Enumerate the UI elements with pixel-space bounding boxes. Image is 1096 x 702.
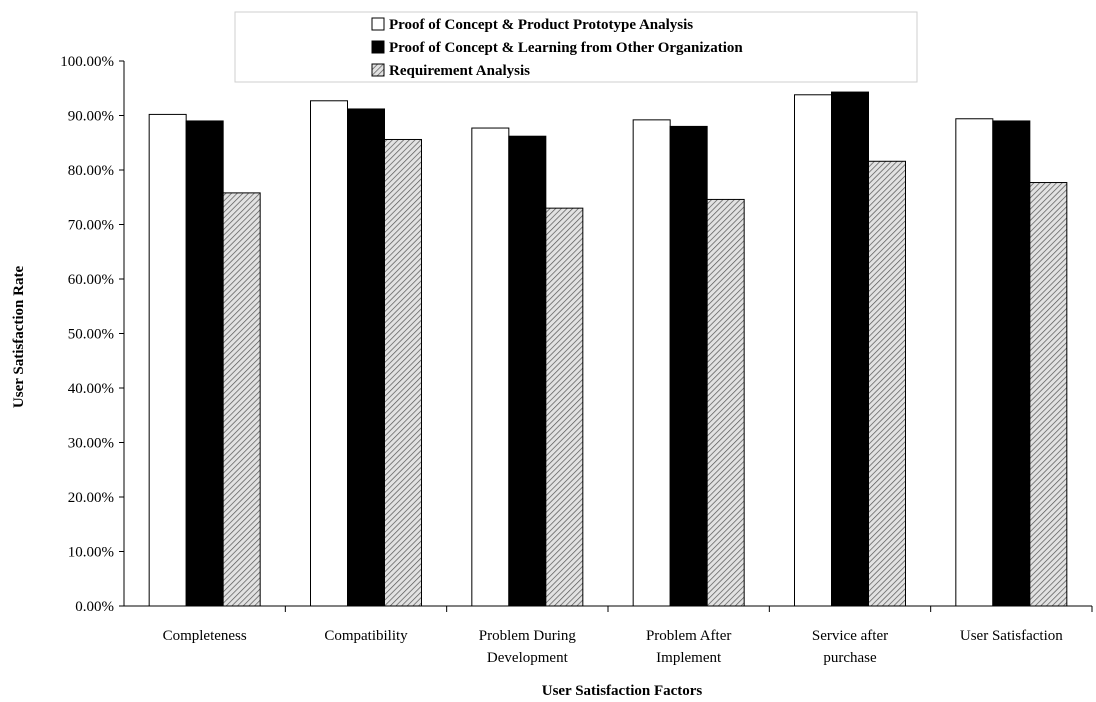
bar-series-2-cat-4 xyxy=(868,160,906,607)
bar-series-2-cat-2 xyxy=(545,207,584,607)
bar-series-1-cat-4 xyxy=(831,91,869,607)
legend-item-2: Requirement Analysis xyxy=(371,63,530,79)
legend-label-0: Proof of Concept & Product Prototype Ana… xyxy=(389,17,693,33)
y-tick-label: 100.00% xyxy=(60,54,114,70)
bar-series-1-cat-1 xyxy=(347,108,385,607)
legend-box xyxy=(234,11,918,83)
x-tick-label: Service after xyxy=(812,628,888,644)
bar-series-2-cat-0 xyxy=(222,192,261,607)
x-axis-title: User Satisfaction Factors xyxy=(542,683,703,699)
bar-series-1-cat-3 xyxy=(669,125,708,607)
legend-swatch-2 xyxy=(371,63,385,77)
bar-series-1-cat-5 xyxy=(992,120,1031,607)
y-tick-label: 90.00% xyxy=(68,109,114,125)
x-tick-label: Compatibility xyxy=(324,628,408,644)
bar-series-0-cat-4 xyxy=(794,94,832,607)
x-tick-label: Implement xyxy=(656,650,722,666)
bar-series-0-cat-0 xyxy=(148,113,187,607)
y-tick-label: 30.00% xyxy=(68,436,114,452)
bar-series-0-cat-1 xyxy=(310,100,348,607)
x-tick-label: User Satisfaction xyxy=(960,628,1063,644)
bar-series-2-cat-1 xyxy=(384,138,422,607)
legend-item-1: Proof of Concept & Learning from Other O… xyxy=(371,40,743,56)
bar-series-0-cat-3 xyxy=(632,119,671,607)
bar-series-1-cat-2 xyxy=(508,135,547,607)
y-tick-label: 70.00% xyxy=(68,218,114,234)
y-tick-label: 0.00% xyxy=(75,599,114,615)
x-tick-label: Problem During xyxy=(479,628,577,644)
bar-series-1-cat-0 xyxy=(185,120,224,607)
bar-series-0-cat-2 xyxy=(471,127,510,607)
legend-swatch-0 xyxy=(371,17,385,31)
legend-swatch-1 xyxy=(371,40,385,54)
y-tick-label: 80.00% xyxy=(68,163,114,179)
y-tick-label: 20.00% xyxy=(68,490,114,506)
plot-area: 0.00% 10.00% 20.00% 30.00% 40.00% 50.00% 60.00… xyxy=(60,54,1093,666)
legend-label-1: Proof of Concept & Learning from Other O… xyxy=(389,40,743,56)
y-tick-label: 10.00% xyxy=(68,545,114,561)
x-tick-label: Development xyxy=(487,650,569,666)
bar-series-2-cat-3 xyxy=(706,198,745,607)
x-tick-label: purchase xyxy=(823,650,877,666)
y-tick-label: 50.00% xyxy=(68,327,114,343)
x-tick-label: Problem After xyxy=(646,628,731,644)
y-axis-title: User Satisfaction Rate xyxy=(11,266,27,409)
y-tick-label: 40.00% xyxy=(68,381,114,397)
x-tick-label: Completeness xyxy=(163,628,247,644)
legend-label-2: Requirement Analysis xyxy=(389,63,530,79)
bar-series-0-cat-5 xyxy=(955,118,994,607)
legend-item-0: Proof of Concept & Product Prototype Ana… xyxy=(371,17,693,33)
legend: Proof of Concept & Product Prototype Ana… xyxy=(234,11,918,83)
y-tick-label: 60.00% xyxy=(68,272,114,288)
bar-series-2-cat-5 xyxy=(1029,182,1068,607)
